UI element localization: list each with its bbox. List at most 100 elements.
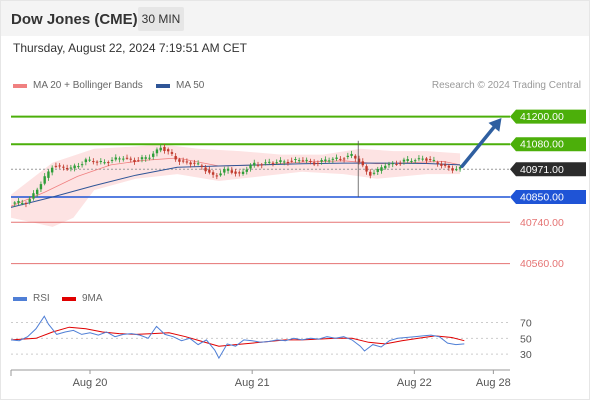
candle-body [58,165,61,167]
candle-body [455,169,458,171]
candle-body [286,161,290,163]
candle-body [335,157,338,159]
candle-body [208,169,211,173]
timestamp: Thursday, August 22, 2024 7:19:51 AM CET [13,41,247,55]
candle-body [24,203,28,205]
candle-body [28,199,31,202]
candle-body [155,149,159,154]
legend-swatch-9ma [62,296,76,301]
candle-body [256,164,260,166]
legend-label-9ma: 9MA [82,293,103,304]
candle-body [219,173,222,176]
candle-body [451,168,454,171]
price-tag-41200-00 [510,109,586,124]
candle-body [50,167,54,173]
projection-arrow-shaft [460,120,500,169]
candle-body [77,166,80,168]
candle-body [129,158,132,160]
legend-swatch-ma50 [156,83,170,88]
candle-body [43,176,46,184]
rsi-tick-label-50: 50 [520,333,532,345]
candle-body [436,162,439,164]
candle-body [342,158,346,160]
candle-body [110,159,114,161]
research-credit: Research © 2024 Trading Central [431,80,581,91]
candle-body [226,168,230,171]
candle-body [339,158,342,160]
candle-body [402,159,406,162]
candle-body [245,169,248,172]
candle-body [32,193,35,199]
candle-body [268,161,271,163]
candle-body [92,161,95,163]
candle-body [354,155,357,159]
candle-body [324,159,327,161]
candle-body [189,162,192,165]
candle-body [185,161,189,163]
x-tick-label-aug-21: Aug 21 [235,377,270,389]
candle-body [103,162,106,164]
candle-body [301,160,305,162]
legend-9ma: 9MA [62,293,103,304]
candle-body [35,189,39,195]
rsi-tick-label-30: 30 [520,349,532,361]
candle-body [346,155,350,157]
candle-body [309,160,312,162]
candle-body [391,163,394,165]
legend-rsi: RSI [13,293,50,304]
price-tag-40971-00 [510,162,586,177]
candle-body [137,160,140,162]
bollinger-band-area [11,144,461,227]
candle-body [174,155,177,160]
candle-body [399,163,402,165]
candle-body [39,184,43,190]
candle-body [458,167,462,169]
candle-body [223,169,226,173]
rsi-tick-label-70: 70 [520,317,532,329]
price-tag-label-41080-00: 41080.00 [520,139,564,151]
ma50-line [10,162,461,208]
price-tag-label-40971-00: 40971.00 [520,164,564,176]
candle-body [178,159,181,162]
candle-body [271,162,275,164]
candle-body [447,165,451,168]
x-tick-label-aug-20: Aug 20 [73,377,108,389]
candle-body [410,160,413,162]
candle-body [365,166,368,172]
rsi-line [10,315,465,360]
rsi-9ma-line [10,326,465,347]
candle-body [65,168,69,170]
candle-body [99,161,103,163]
candle-body [47,171,50,178]
candle-body [305,159,308,161]
candle-body [294,159,297,161]
candle-body [159,147,162,151]
candle-body [275,162,278,164]
candle-body [443,164,447,166]
candle-body [21,202,24,204]
candle-body [264,162,267,164]
candle-body [152,153,155,157]
legend-label-ma50: MA 50 [176,80,205,91]
candle-body [316,162,320,164]
candle-body [140,157,144,160]
x-tick-label-aug-28: Aug 28 [476,377,511,389]
candle-body [440,163,443,166]
timeframe-button[interactable]: 30 MIN [138,7,184,31]
candle-body [369,171,372,176]
candle-body [80,164,84,166]
candle-body [133,159,136,163]
candle-body [372,172,376,174]
candle-body [260,164,263,166]
candle-body [107,162,110,164]
legend-ma50: MA 50 [156,80,204,91]
candle-body [54,165,58,167]
candle-body [148,157,151,159]
x-tick-label-aug-22: Aug 22 [397,377,432,389]
candle-body [428,159,432,161]
candle-body [249,164,252,169]
legend-ma20-bollinger: MA 20 + Bollinger Bands [13,80,143,91]
candle-body [114,157,117,160]
legend-label-ma20: MA 20 + Bollinger Bands [33,80,143,91]
